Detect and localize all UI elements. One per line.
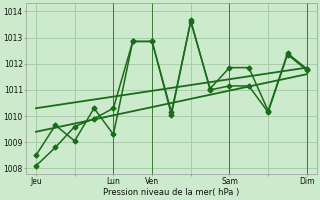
X-axis label: Pression niveau de la mer( hPa ): Pression niveau de la mer( hPa ) xyxy=(103,188,240,197)
